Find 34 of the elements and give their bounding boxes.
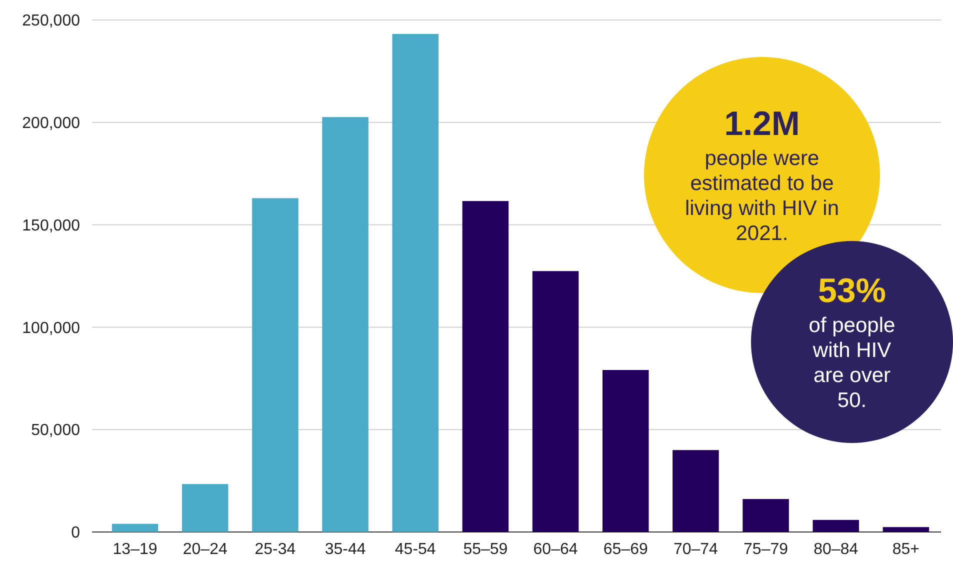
bar [532,271,579,532]
y-tick-label: 50,000 [31,422,80,440]
x-tick-label: 35-44 [324,541,366,558]
bar [322,117,368,532]
bar [462,201,509,532]
bar [392,34,438,532]
x-tick-label: 55–59 [463,541,508,558]
y-tick-label: 250,000 [22,12,80,30]
y-tick-label: 150,000 [22,217,80,234]
x-tick-label: 75–79 [744,541,788,558]
y-tick-label: 100,000 [22,320,80,337]
x-tick-label: 80–84 [814,541,858,558]
bar [252,198,298,532]
bar [672,450,719,532]
x-tick-label: 25-34 [254,541,296,558]
y-tick-label: 200,000 [22,115,80,132]
bar [882,527,930,532]
x-tick-label: 45-54 [394,541,436,558]
bar [112,524,158,532]
annotation: people were estimated to be living with HIV in 2021. [684,147,840,245]
bar [812,520,859,532]
x-tick-label: 85+ [892,541,920,558]
annotation: 1.2M [724,105,800,143]
y-tick-label: 0 [71,524,80,542]
annotation: of people with HIV are over 50. [808,314,896,412]
x-tick-label: 70–74 [673,541,718,558]
x-tick-label: 20–24 [182,541,228,558]
bar [742,499,789,532]
x-tick-label: 60–64 [533,541,578,558]
bar [602,370,649,532]
bar [182,484,228,532]
annotation: 53% [818,272,886,310]
x-tick-label: 13–19 [112,541,158,558]
x-tick-label: 65–69 [603,541,648,558]
